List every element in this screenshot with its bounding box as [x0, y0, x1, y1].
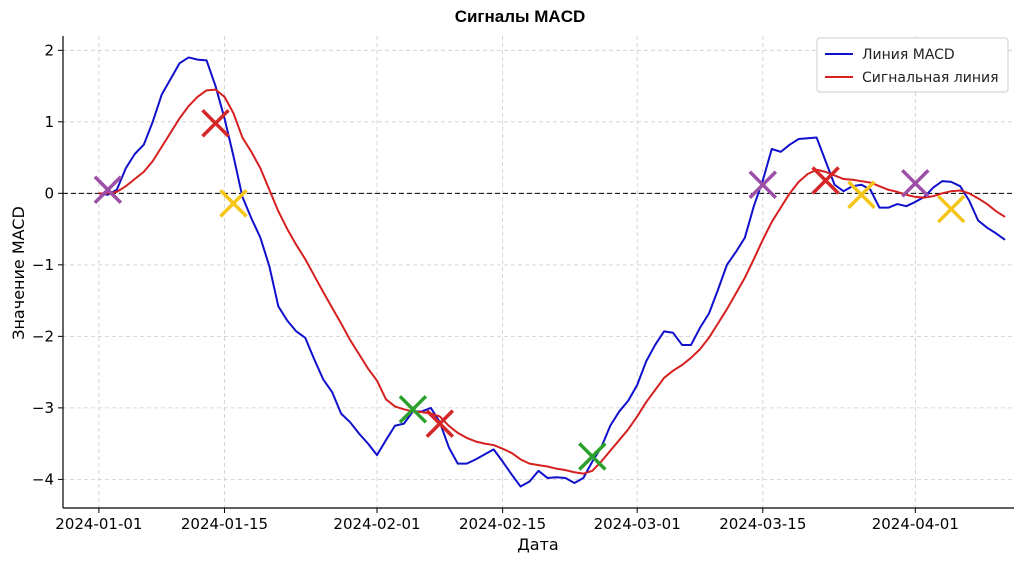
legend: Линия MACD Сигнальная линия [816, 37, 1009, 93]
x-tick-label: 2024-02-01 [333, 515, 420, 533]
marker-stroke [201, 109, 230, 138]
y-axis-label: Значение MACD [9, 206, 28, 340]
marker-stroke [901, 169, 930, 198]
x-tick-label: 2024-01-15 [181, 515, 268, 533]
signal-marker [811, 166, 840, 195]
x-axis-label: Дата [517, 535, 558, 554]
y-tick-label: 0 [44, 184, 54, 202]
signal-marker [398, 395, 428, 424]
signal-line [98, 88, 1006, 475]
y-tick-label: −2 [32, 327, 54, 345]
chart-title: Сигналы MACD [455, 7, 586, 26]
marker-stroke [936, 194, 966, 224]
signal-marker [847, 180, 876, 210]
axes [58, 36, 1014, 513]
y-tick-label: −1 [32, 256, 54, 274]
signal-marker [425, 409, 455, 438]
legend-label-macd: Линия MACD [862, 47, 955, 63]
signal-marker [936, 194, 966, 224]
marker-stroke [748, 170, 778, 199]
grid [63, 36, 1014, 508]
signal-marker [201, 109, 230, 138]
marker-stroke [398, 395, 428, 424]
x-tick-label: 2024-03-01 [594, 515, 681, 533]
marker-stroke [578, 442, 607, 471]
marker-stroke [847, 180, 876, 210]
tick-labels: 2024-01-01 2024-01-15 2024-02-01 2024-02-15… [32, 41, 959, 533]
marker-layer [93, 109, 966, 471]
marker-stroke [425, 409, 455, 438]
signal-marker [578, 442, 607, 471]
signal-marker [219, 189, 248, 218]
x-tick-label: 2024-02-15 [459, 515, 546, 533]
x-tick-label: 2024-04-01 [872, 515, 959, 533]
marker-stroke [219, 189, 248, 218]
x-tick-label: 2024-03-15 [719, 515, 806, 533]
y-tick-label: 1 [44, 113, 54, 131]
marker-stroke [811, 166, 840, 195]
y-tick-label: −3 [32, 399, 54, 417]
marker-stroke [93, 175, 123, 204]
legend-label-signal: Сигнальная линия [862, 70, 999, 86]
y-tick-label: 2 [44, 41, 54, 59]
signal-marker [901, 169, 930, 198]
legend-box [816, 37, 1009, 93]
x-tick-label: 2024-01-01 [55, 515, 142, 533]
signal-marker [748, 170, 778, 199]
y-tick-label: −4 [32, 470, 54, 488]
signal-marker [93, 175, 123, 204]
